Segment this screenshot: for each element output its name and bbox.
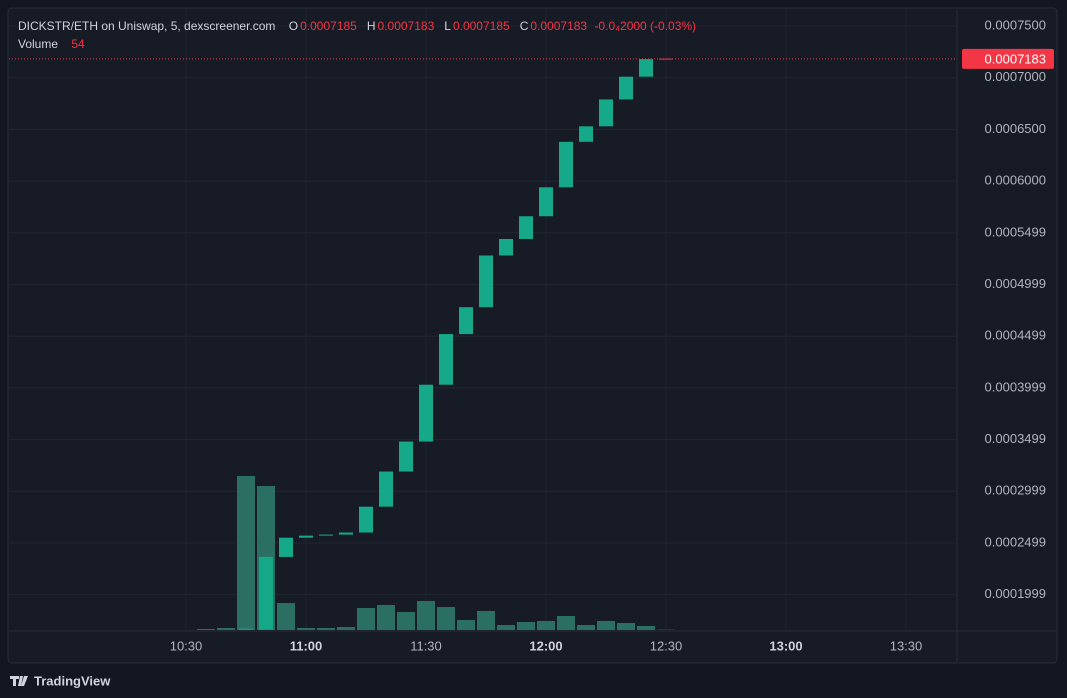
volume-bar <box>337 626 355 630</box>
ohlc: O 0.0007185 H 0.0007183 L 0.0007185 C 0.0007183 <box>281 19 589 33</box>
y-tick-label: 0.0004499 <box>985 328 1046 343</box>
volume-bar <box>277 603 295 630</box>
volume-bar <box>457 619 475 630</box>
candle-body <box>599 99 613 127</box>
ohlc-key: H <box>366 19 376 33</box>
title-row: DICKSTR/ETH on Uniswap, 5, dexscreener.c… <box>18 17 698 35</box>
change: -0.0₄2000 (-0.03%) <box>594 19 697 33</box>
ohlc-key: C <box>519 19 529 33</box>
y-tick-label: 0.0004999 <box>985 276 1046 291</box>
volume-bar <box>357 607 375 630</box>
candle-body <box>299 535 313 538</box>
candle-body <box>619 76 633 100</box>
volume-bar <box>497 624 515 630</box>
volume-bar <box>477 610 495 630</box>
volume-bar <box>637 625 655 630</box>
volume-value: 54 <box>71 37 85 51</box>
candle-body <box>359 506 373 533</box>
volume-bar <box>517 621 535 630</box>
candle-body <box>539 187 553 217</box>
candle-body <box>319 534 333 536</box>
volume-bar <box>537 620 555 630</box>
y-tick-label: 0.0007000 <box>985 69 1046 84</box>
y-tick-label: 0.0003499 <box>985 431 1046 446</box>
volume-row: Volume 54 <box>18 35 698 53</box>
ohlc-value: 0.0007183 <box>530 19 588 33</box>
x-tick-label: 13:30 <box>890 638 923 653</box>
candle-body <box>519 216 533 239</box>
volume-bar <box>317 627 335 630</box>
candle-body <box>419 384 433 442</box>
candle-body <box>259 556 273 630</box>
grid <box>9 9 957 630</box>
candle-body <box>439 334 453 385</box>
volume-bar <box>217 627 235 630</box>
x-tick-label: 10:30 <box>170 638 203 653</box>
candle-body <box>639 59 653 77</box>
brand-logo <box>10 676 28 686</box>
last-price-label: 0.0007183 <box>985 51 1046 66</box>
candle-body <box>239 628 253 630</box>
candle-body <box>499 238 513 256</box>
candle-body <box>339 532 353 535</box>
y-tick-label: 0.0003999 <box>985 379 1046 394</box>
volume-bar <box>237 476 255 630</box>
chart-frame <box>7 7 1058 664</box>
brand: TradingView <box>34 673 111 688</box>
candle-body <box>479 255 493 308</box>
last-price-tag <box>962 48 1054 69</box>
x-tick-label: 11:30 <box>410 638 442 653</box>
ohlc-key: L <box>444 19 451 33</box>
x-tick-label: 11:00 <box>290 638 323 653</box>
ohlc-value: 0.0007183 <box>377 19 435 33</box>
axes: 0.0007500 0.0007000 0.0006500 0.0006000 0.00… <box>9 17 1054 653</box>
candle-body <box>559 141 573 188</box>
volume-label: Volume <box>18 37 59 51</box>
candles <box>239 58 673 630</box>
volume-bar <box>417 600 435 630</box>
volume-bar <box>577 624 595 630</box>
volume-bar <box>377 604 395 630</box>
header: DICKSTR/ETH on Uniswap, 5, dexscreener.c… <box>18 17 698 53</box>
candle-body <box>379 471 393 507</box>
candle-body <box>579 126 593 142</box>
y-tick-label: 0.0001999 <box>985 586 1046 601</box>
chart-title: DICKSTR/ETH on Uniswap, 5, dexscreener.c… <box>18 19 276 33</box>
volume-bar <box>597 620 615 630</box>
y-tick-label: 0.0002499 <box>985 534 1046 549</box>
ohlc-key: O <box>288 19 299 33</box>
y-tick-label: 0.0006500 <box>985 121 1046 136</box>
y-tick-label: 0.0006000 <box>985 173 1046 188</box>
volume-bar <box>437 606 455 630</box>
candle-body <box>459 307 473 335</box>
candle-body <box>399 441 413 472</box>
volume-bar <box>297 627 315 630</box>
volume-bar <box>617 622 635 630</box>
y-tick-label: 0.0007500 <box>985 17 1046 32</box>
ohlc-value: 0.0007185 <box>452 19 510 33</box>
y-tick-label: 0.0005499 <box>985 224 1046 239</box>
volume-bar <box>397 611 415 630</box>
x-tick-label: 12:30 <box>650 638 683 653</box>
x-tick-label: 12:00 <box>529 638 562 653</box>
x-tick-label: 13:00 <box>769 638 802 653</box>
volume-bar <box>557 615 575 630</box>
candle-body <box>279 537 293 557</box>
volume-bar <box>197 628 215 630</box>
ohlc-value: 0.0007185 <box>300 19 357 33</box>
y-tick-label: 0.0002999 <box>985 483 1046 498</box>
